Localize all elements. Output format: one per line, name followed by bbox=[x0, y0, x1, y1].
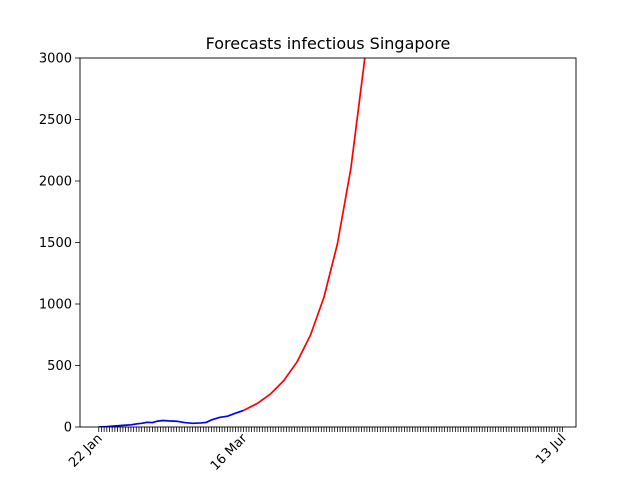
x-tick-label: 22 Jan bbox=[66, 431, 105, 470]
x-axis-labels: 22 Jan 16 Mar 13 Jul bbox=[66, 431, 569, 474]
y-tick-label: 1500 bbox=[39, 236, 72, 251]
y-tick-label: 0 bbox=[64, 421, 72, 436]
chart-title: Forecasts infectious Singapore bbox=[206, 34, 451, 53]
plot-frame bbox=[79, 57, 577, 428]
y-tick-label: 2500 bbox=[39, 113, 72, 128]
series-line-forecast bbox=[243, 58, 366, 412]
series-layer bbox=[98, 58, 366, 427]
y-axis: 0 500 1000 1500 2000 2500 3000 bbox=[39, 52, 80, 436]
y-tick-label: 1000 bbox=[39, 298, 72, 313]
y-tick-label: 500 bbox=[47, 359, 72, 374]
x-tick-label: 16 Mar bbox=[208, 431, 251, 474]
y-tick-label: 2000 bbox=[39, 175, 72, 190]
y-tick-label: 3000 bbox=[39, 52, 72, 67]
x-tick-label: 13 Jul bbox=[533, 431, 569, 467]
x-axis-ticks bbox=[98, 427, 563, 432]
series-line-observed bbox=[98, 409, 244, 427]
